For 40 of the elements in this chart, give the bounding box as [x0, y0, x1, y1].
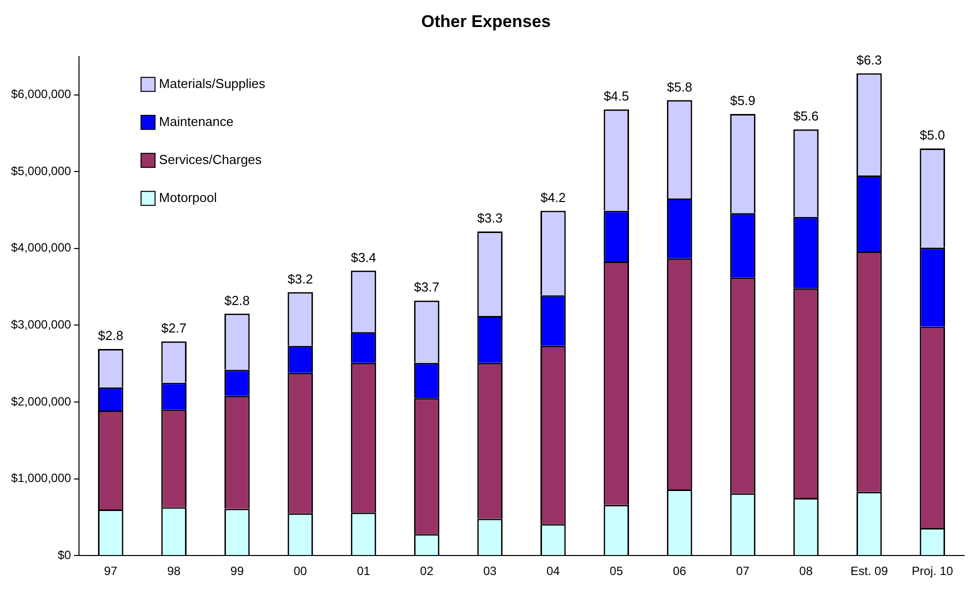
y-tick-label: $3,000,000 [10, 318, 72, 332]
x-tick-label: 07 [736, 564, 750, 578]
annotation: $5.6 [793, 108, 819, 124]
x-tick-label: 08 [799, 564, 813, 578]
legend-label: Motorpool [159, 190, 217, 205]
annotation: $3.7 [414, 280, 440, 295]
annotation: $4.5 [604, 88, 629, 104]
annotation: $5.8 [666, 79, 692, 94]
annotation: $5.9 [730, 93, 756, 108]
x-tick-label: 05 [610, 564, 624, 578]
annotation: $5.0 [920, 128, 946, 143]
y-tick-label: $6,000,000 [10, 87, 72, 102]
x-tick-label: 98 [167, 564, 181, 578]
annotation: $2.7 [161, 320, 187, 336]
annotation: $3.3 [477, 210, 503, 226]
x-tick-label: 04 [546, 564, 560, 578]
annotation: $2.8 [98, 328, 124, 344]
x-tick-label: 99 [230, 564, 244, 578]
chart-title: Other Expenses [421, 12, 551, 31]
x-tick-label: 06 [672, 564, 687, 578]
x-tick-label: Proj. 10 [912, 564, 954, 578]
x-tick-label: Est. 09 [850, 564, 888, 578]
y-tick-label: $5,000,000 [10, 164, 72, 178]
annotation: $3.4 [350, 250, 376, 265]
annotation: $6.3 [856, 52, 882, 68]
y-tick-label: $4,000,000 [10, 240, 72, 255]
annotation: $3.2 [288, 271, 313, 286]
x-tick-label: 00 [294, 564, 308, 578]
y-tick-label: $1,000,000 [10, 471, 72, 486]
annotation: $4.2 [540, 190, 566, 205]
legend-label: Services/Charges [159, 152, 262, 167]
x-tick-label: 97 [104, 564, 118, 578]
x-tick-label: 02 [420, 564, 434, 578]
annotation: $2.8 [224, 292, 250, 308]
x-tick-label: 01 [356, 564, 370, 578]
legend-label: Maintenance [159, 114, 234, 129]
y-tick-label: $0 [58, 548, 72, 562]
x-tick-label: 03 [483, 564, 497, 578]
y-tick-label: $2,000,000 [10, 394, 72, 408]
legend-label: Materials/Supplies [159, 76, 266, 91]
